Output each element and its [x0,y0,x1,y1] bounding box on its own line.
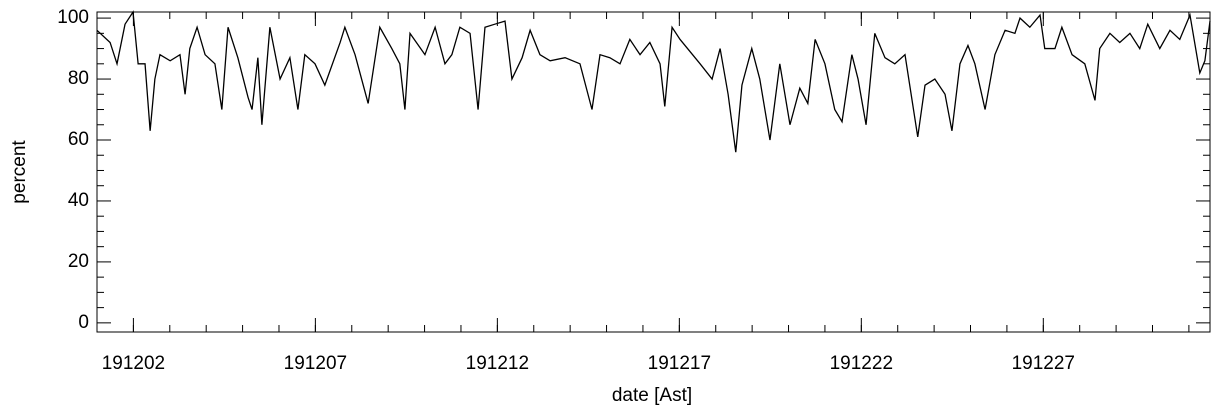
y-axis-label: percent [9,140,30,204]
y-tick-label: 100 [57,7,89,28]
series-line [96,10,1211,153]
x-axis-label: date [Ast] [612,385,692,406]
y-tick-label: 60 [68,129,89,150]
x-tick-label: 191207 [284,353,347,374]
x-tick-label: 191212 [466,353,529,374]
x-tick-label: 191217 [648,353,711,374]
x-tick-label: 191227 [1012,353,1075,374]
y-tick-label: 20 [68,251,89,272]
y-tick-label: 80 [68,68,89,89]
x-tick-label: 191222 [830,353,893,374]
x-tick-label: 191202 [102,353,165,374]
plot-frame [96,11,1211,333]
y-tick-label: 40 [68,190,89,211]
y-tick-label: 0 [78,312,89,333]
